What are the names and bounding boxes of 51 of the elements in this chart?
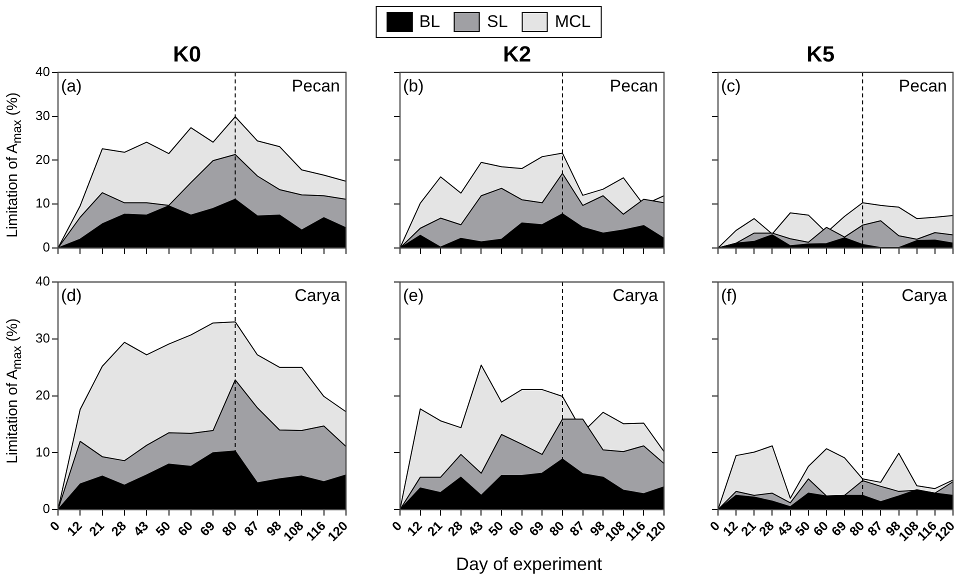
x-tick-label: 69 (196, 518, 218, 540)
x-tick-label: 50 (485, 518, 506, 540)
x-tick-label: 28 (756, 518, 777, 540)
annotation: (f) (721, 286, 738, 306)
y-tick-label: 10 (36, 196, 50, 211)
x-tick-label: 0 (388, 518, 405, 534)
x-tick-label: 80 (546, 518, 568, 540)
x-tick-label: 12 (64, 518, 85, 540)
x-tick-label: 69 (526, 518, 547, 540)
annotation: Carya (902, 286, 948, 306)
x-tick-label: 87 (864, 518, 886, 540)
x-tick-label: 28 (108, 518, 130, 540)
annotation: (c) (721, 76, 741, 96)
x-tick-label: 80 (219, 518, 240, 540)
y-tick-label: 20 (36, 387, 50, 402)
legend-label: BL (419, 12, 440, 32)
annotation: (e) (403, 286, 424, 306)
y-tick-label: 40 (36, 274, 50, 289)
legend-label: SL (487, 12, 508, 32)
x-tick-label: 60 (506, 518, 526, 540)
x-tick-label: 50 (152, 518, 174, 540)
annotation: Pecan (898, 76, 947, 96)
x-tick-label: 21 (86, 518, 107, 540)
x-tick-label: 28 (444, 518, 466, 540)
annotation: Carya (612, 286, 659, 306)
x-tick-label: 43 (130, 518, 152, 540)
annotation: Pecan (292, 76, 340, 96)
y-tick-label: 0 (42, 501, 50, 516)
annotation: (a) (61, 76, 82, 96)
y-tick-label: 20 (36, 152, 50, 167)
x-tick-label: 87 (566, 518, 588, 540)
y-tick-label: 10 (36, 444, 50, 460)
x-tick-label: 12 (404, 518, 425, 540)
annotation: Carya (294, 286, 341, 306)
y-tick-label: 0 (42, 240, 50, 255)
annotation: (d) (61, 286, 82, 306)
legend-label: MCL (554, 12, 591, 32)
chart-title: K0 (172, 41, 202, 66)
chart-title: K5 (806, 41, 835, 66)
x-tick-label: 43 (465, 518, 486, 540)
x-tick-label: 60 (174, 518, 196, 540)
x-tick-label: 21 (424, 518, 446, 540)
annotation: Pecan (610, 76, 658, 96)
y-tick-label: 40 (36, 64, 50, 79)
x-tick-label: 87 (241, 518, 262, 540)
x-tick-label: 43 (774, 518, 795, 540)
chart-title: K2 (502, 41, 532, 66)
x-axis-title: Day of experiment (454, 554, 604, 575)
annotation: (b) (403, 76, 424, 96)
y-tick-label: 30 (36, 108, 50, 123)
y-tick-label: 30 (36, 330, 50, 346)
